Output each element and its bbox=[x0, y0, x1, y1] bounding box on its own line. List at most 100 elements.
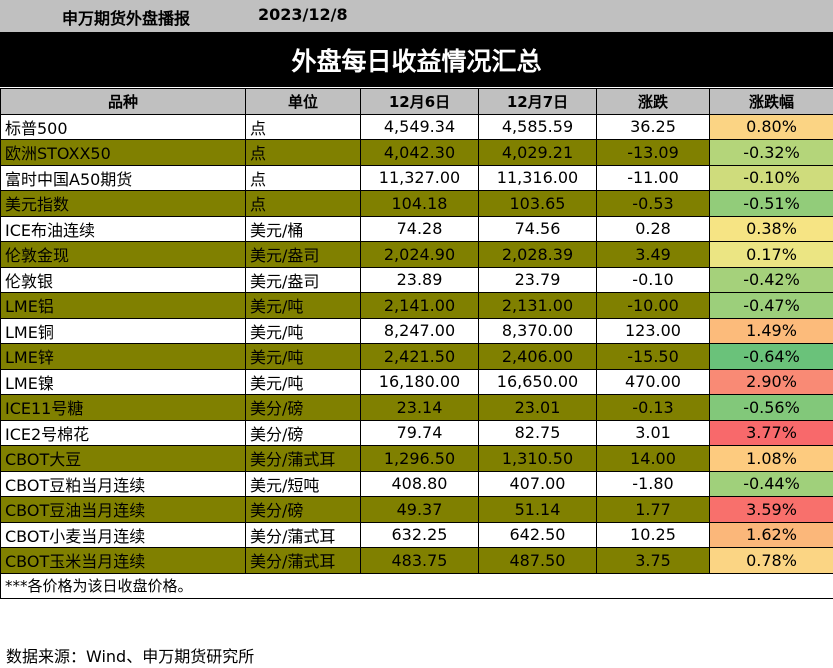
price-dec7: 74.56 bbox=[478, 215, 597, 242]
price-dec6: 74.28 bbox=[360, 215, 479, 242]
price-dec7: 4,585.59 bbox=[478, 113, 597, 140]
commodity-name: CBOT豆粕当月连续 bbox=[0, 470, 246, 497]
price-dec6: 1,296.50 bbox=[360, 445, 479, 472]
change-cell: 3.01 bbox=[596, 419, 710, 446]
table-row: LME锌 美元/吨 2,421.50 2,406.00 -15.50 -0.64% bbox=[0, 343, 833, 370]
change-pct-cell: 1.49% bbox=[709, 317, 833, 344]
col-header-pct: 涨跌幅 bbox=[709, 88, 833, 115]
price-dec6: 4,549.34 bbox=[360, 113, 479, 140]
change-pct-cell: 3.77% bbox=[709, 419, 833, 446]
change-pct-cell: -0.47% bbox=[709, 292, 833, 319]
price-dec6: 11,327.00 bbox=[360, 164, 479, 191]
price-dec6: 2,024.90 bbox=[360, 241, 479, 268]
commodity-name: CBOT玉米当月连续 bbox=[0, 547, 246, 574]
table-row: LME铝 美元/吨 2,141.00 2,131.00 -10.00 -0.47% bbox=[0, 292, 833, 319]
price-dec6: 23.89 bbox=[360, 266, 479, 293]
footnote-row: ***各价格为该日收盘价格。 bbox=[0, 572, 833, 599]
unit-cell: 点 bbox=[245, 113, 361, 140]
price-dec7: 4,029.21 bbox=[478, 139, 597, 166]
price-dec6: 632.25 bbox=[360, 521, 479, 548]
change-cell: -0.10 bbox=[596, 266, 710, 293]
commodity-name: 标普500 bbox=[0, 113, 246, 140]
col-header-dec6: 12月6日 bbox=[360, 88, 479, 115]
unit-cell: 美分/蒲式耳 bbox=[245, 547, 361, 574]
table-body: 标普500 点 4,549.34 4,585.59 36.25 0.80% 欧洲STOXX5… bbox=[0, 113, 833, 574]
unit-cell: 美元/吨 bbox=[245, 292, 361, 319]
price-table: 品种 单位 12月6日 12月7日 涨跌 涨跌幅 标普500 点 4,549.34 4… bbox=[0, 88, 833, 599]
price-dec7: 11,316.00 bbox=[478, 164, 597, 191]
price-dec7: 23.01 bbox=[478, 394, 597, 421]
change-pct-cell: 1.08% bbox=[709, 445, 833, 472]
price-dec7: 23.79 bbox=[478, 266, 597, 293]
brand-label: 申万期货外盘播报 bbox=[62, 9, 191, 28]
change-pct-cell: -0.64% bbox=[709, 343, 833, 370]
commodity-name: CBOT大豆 bbox=[0, 445, 246, 472]
table-row: CBOT大豆 美分/蒲式耳 1,296.50 1,310.50 14.00 1.08% bbox=[0, 445, 833, 472]
table-row: 欧洲STOXX50 点 4,042.30 4,029.21 -13.09 -0.32% bbox=[0, 139, 833, 166]
data-source: 数据来源：Wind、申万期货研究所 bbox=[6, 647, 255, 666]
table-row: CBOT豆油当月连续 美分/磅 49.37 51.14 1.77 3.59% bbox=[0, 496, 833, 523]
price-dec7: 1,310.50 bbox=[478, 445, 597, 472]
col-header-dec7: 12月7日 bbox=[478, 88, 597, 115]
price-dec7: 2,028.39 bbox=[478, 241, 597, 268]
change-pct-cell: 0.38% bbox=[709, 215, 833, 242]
change-cell: 36.25 bbox=[596, 113, 710, 140]
price-dec6: 4,042.30 bbox=[360, 139, 479, 166]
report-title: 外盘每日收益情况汇总 bbox=[0, 32, 833, 87]
change-pct-cell: -0.56% bbox=[709, 394, 833, 421]
price-dec6: 79.74 bbox=[360, 419, 479, 446]
unit-cell: 美元/短吨 bbox=[245, 470, 361, 497]
price-dec6: 2,141.00 bbox=[360, 292, 479, 319]
change-cell: 0.28 bbox=[596, 215, 710, 242]
change-pct-cell: 0.17% bbox=[709, 241, 833, 268]
change-pct-cell: -0.42% bbox=[709, 266, 833, 293]
unit-cell: 点 bbox=[245, 139, 361, 166]
unit-cell: 点 bbox=[245, 164, 361, 191]
change-pct-cell: 1.62% bbox=[709, 521, 833, 548]
change-pct-cell: -0.51% bbox=[709, 190, 833, 217]
table-row: ICE布油连续 美元/桶 74.28 74.56 0.28 0.38% bbox=[0, 215, 833, 242]
commodity-name: LME镍 bbox=[0, 368, 246, 395]
unit-cell: 美元/吨 bbox=[245, 368, 361, 395]
report-date: 2023/12/8 bbox=[258, 5, 348, 24]
change-cell: -11.00 bbox=[596, 164, 710, 191]
table-row: ICE11号糖 美分/磅 23.14 23.01 -0.13 -0.56% bbox=[0, 394, 833, 421]
change-cell: 3.49 bbox=[596, 241, 710, 268]
footnote-blank bbox=[245, 572, 833, 599]
table-row: 标普500 点 4,549.34 4,585.59 36.25 0.80% bbox=[0, 113, 833, 140]
footnote-text: ***各价格为该日收盘价格。 bbox=[0, 572, 246, 599]
col-header-change: 涨跌 bbox=[596, 88, 710, 115]
table-row: LME镍 美元/吨 16,180.00 16,650.00 470.00 2.90% bbox=[0, 368, 833, 395]
price-dec7: 2,406.00 bbox=[478, 343, 597, 370]
col-header-unit: 单位 bbox=[245, 88, 361, 115]
table-row: ICE2号棉花 美分/磅 79.74 82.75 3.01 3.77% bbox=[0, 419, 833, 446]
unit-cell: 美元/吨 bbox=[245, 343, 361, 370]
unit-cell: 美分/磅 bbox=[245, 419, 361, 446]
change-cell: -15.50 bbox=[596, 343, 710, 370]
change-cell: 14.00 bbox=[596, 445, 710, 472]
unit-cell: 美分/磅 bbox=[245, 496, 361, 523]
unit-cell: 美元/盎司 bbox=[245, 266, 361, 293]
commodity-name: CBOT小麦当月连续 bbox=[0, 521, 246, 548]
commodity-name: CBOT豆油当月连续 bbox=[0, 496, 246, 523]
unit-cell: 美元/吨 bbox=[245, 317, 361, 344]
price-dec6: 49.37 bbox=[360, 496, 479, 523]
unit-cell: 美分/磅 bbox=[245, 394, 361, 421]
price-dec6: 16,180.00 bbox=[360, 368, 479, 395]
change-cell: 10.25 bbox=[596, 521, 710, 548]
price-dec7: 103.65 bbox=[478, 190, 597, 217]
header-bar: 申万期货外盘播报 2023/12/8 bbox=[0, 0, 833, 32]
commodity-name: LME铝 bbox=[0, 292, 246, 319]
table-row: CBOT玉米当月连续 美分/蒲式耳 483.75 487.50 3.75 0.78% bbox=[0, 547, 833, 574]
table-header-row: 品种 单位 12月6日 12月7日 涨跌 涨跌幅 bbox=[0, 88, 833, 115]
change-pct-cell: 2.90% bbox=[709, 368, 833, 395]
table-row: CBOT豆粕当月连续 美元/短吨 408.80 407.00 -1.80 -0.44% bbox=[0, 470, 833, 497]
price-dec7: 642.50 bbox=[478, 521, 597, 548]
price-dec6: 2,421.50 bbox=[360, 343, 479, 370]
change-pct-cell: 0.80% bbox=[709, 113, 833, 140]
commodity-name: 富时中国A50期货 bbox=[0, 164, 246, 191]
price-dec7: 16,650.00 bbox=[478, 368, 597, 395]
unit-cell: 美分/蒲式耳 bbox=[245, 445, 361, 472]
price-dec6: 408.80 bbox=[360, 470, 479, 497]
table-row: 伦敦金现 美元/盎司 2,024.90 2,028.39 3.49 0.17% bbox=[0, 241, 833, 268]
